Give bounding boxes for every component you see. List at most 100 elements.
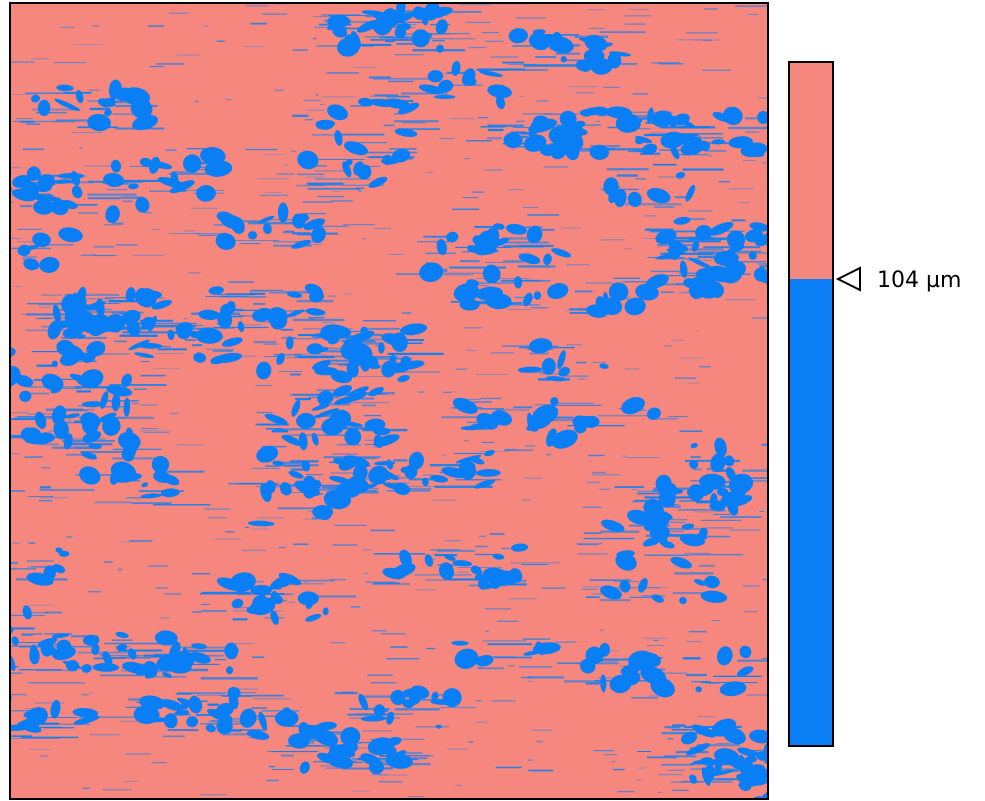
region: [351, 606, 361, 608]
region: [90, 692, 93, 693]
region: [330, 642, 345, 643]
region: [664, 505, 674, 506]
region: [744, 611, 758, 612]
region: [704, 9, 718, 10]
region: [284, 485, 303, 486]
region: [93, 246, 114, 248]
region: [513, 406, 532, 408]
region: [476, 374, 508, 375]
region: [646, 645, 664, 646]
region: [273, 245, 312, 247]
region: [667, 770, 685, 771]
region: [451, 85, 483, 86]
region: [66, 361, 97, 362]
region: [41, 326, 50, 328]
region: [313, 38, 317, 39]
region: [281, 754, 294, 756]
region: [413, 49, 466, 51]
region: [536, 741, 543, 743]
region: [474, 226, 498, 228]
region: [86, 431, 100, 433]
region: [511, 562, 560, 563]
region: [327, 491, 379, 493]
region: [545, 417, 574, 419]
region: [607, 168, 649, 170]
region: [531, 730, 553, 731]
region: [464, 158, 470, 159]
region: [693, 231, 745, 232]
region: [107, 400, 138, 401]
region: [369, 76, 391, 78]
region: [317, 390, 337, 391]
region: [476, 700, 482, 701]
region: [43, 574, 55, 576]
region: [522, 564, 549, 565]
region: [365, 342, 383, 344]
region: [36, 112, 67, 114]
region: [135, 299, 143, 301]
region: [260, 321, 277, 322]
region: [141, 161, 154, 162]
region: [153, 368, 180, 369]
region: [503, 260, 540, 262]
region: [78, 213, 98, 214]
region: [273, 354, 302, 355]
region: [0, 359, 1, 360]
region: [501, 280, 542, 282]
region: [444, 273, 485, 274]
region: [732, 219, 746, 221]
region: [464, 440, 469, 441]
region: [106, 389, 117, 390]
region: [115, 105, 158, 107]
region: [533, 412, 537, 414]
region: [464, 327, 483, 328]
region: [102, 789, 131, 790]
region: [644, 215, 656, 216]
region: [672, 724, 685, 726]
region: [210, 731, 241, 732]
region: [676, 751, 709, 753]
region: [589, 307, 608, 308]
region: [305, 119, 313, 120]
region: [685, 460, 740, 462]
region: [587, 482, 600, 483]
region: [49, 431, 64, 432]
region: [557, 663, 587, 665]
region: [589, 63, 637, 65]
region: [702, 70, 731, 71]
region: [0, 615, 8, 641]
region: [455, 479, 480, 480]
region: [544, 166, 569, 168]
region: [148, 25, 164, 26]
region: [528, 676, 565, 678]
region: [475, 546, 487, 547]
region: [684, 553, 711, 554]
region: [447, 749, 468, 750]
region: [176, 55, 198, 56]
page: 104 µm (() => { const data = JSON.parse(…: [0, 0, 985, 801]
region: [362, 695, 410, 697]
region: [351, 742, 373, 743]
region: [502, 237, 534, 239]
region: [486, 124, 491, 125]
region: [528, 770, 553, 772]
region: [491, 352, 514, 353]
region: [225, 531, 235, 532]
region: [222, 733, 251, 735]
region: [394, 120, 439, 122]
region: [659, 150, 690, 151]
region: [425, 579, 479, 580]
region: [28, 496, 53, 497]
region: [264, 617, 284, 618]
region: [395, 708, 440, 710]
region: [455, 407, 482, 408]
region: [192, 611, 202, 612]
region: [331, 106, 337, 114]
region: [344, 374, 356, 375]
region: [519, 96, 524, 97]
region: [492, 700, 515, 701]
region: [706, 683, 720, 684]
region: [289, 602, 296, 603]
region: [362, 328, 400, 330]
region: [439, 138, 454, 139]
